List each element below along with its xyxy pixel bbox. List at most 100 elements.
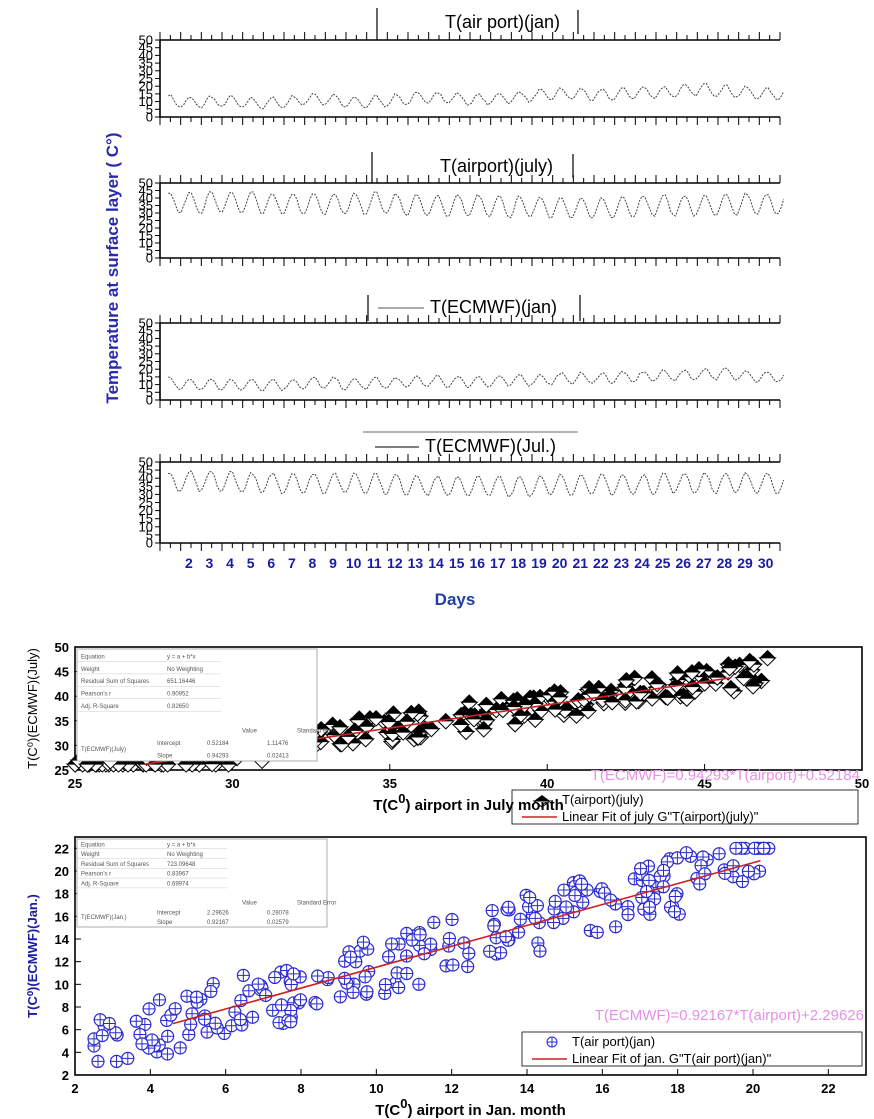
legend-label-fit: Linear Fit of jan. G"T(air port)(jan)" (572, 1051, 772, 1066)
x-tick-label: 2 (71, 1081, 78, 1096)
data-point-cross (727, 859, 740, 872)
data-point-cross (713, 847, 726, 860)
y-tick-label: 40 (55, 689, 69, 704)
day-tick-label: 30 (758, 555, 774, 571)
y-tick-label: 50 (139, 33, 153, 48)
data-point-marker-lower (578, 710, 598, 720)
data-point-cross (634, 862, 647, 875)
y-tick-label: 40 (139, 48, 153, 63)
data-point-cross (287, 967, 300, 980)
data-point-marker-lower (615, 686, 635, 696)
data-point-cross (487, 919, 500, 932)
x-tick-label: 35 (383, 776, 397, 791)
data-point-marker-lower (555, 709, 575, 719)
y-tick-label: 35 (139, 339, 153, 354)
data-point-cross (680, 846, 693, 859)
x-tick-label: 25 (68, 776, 82, 791)
y-tick-label: 10 (139, 236, 153, 251)
y-tick-label: 8 (62, 1000, 69, 1015)
data-point-marker (331, 718, 348, 727)
data-point-cross (201, 1026, 214, 1039)
stats-row-label: Adj. R-Square (81, 881, 119, 887)
data-point-cross (246, 1011, 259, 1024)
data-point-marker-lower (436, 720, 455, 730)
july-scatter-plot: 25 30 35 40 45 50 25 30 35 40 45 50 Equation y = a + … (25, 640, 869, 825)
stats-row-label: Pearson's r (81, 692, 111, 698)
day-tick-label: 4 (226, 555, 234, 571)
legend: T(air port)(jan) Linear Fit of jan. G"T(a… (521, 1031, 863, 1067)
data-point-cross (161, 1030, 174, 1043)
stats-series-name: T(ECMWF)(Jan.) (81, 915, 127, 921)
data-point-cross (729, 842, 742, 855)
stats-series-name: T(ECMWF)(July) (81, 747, 126, 753)
stats-coef-error: 0.02413 (267, 753, 289, 759)
data-point-marker-lower (758, 657, 777, 667)
x-tick-label: 12 (444, 1081, 458, 1096)
x-tick-label: 50 (855, 776, 869, 791)
data-point-cross (598, 887, 611, 900)
data-point-marker-lower (464, 718, 484, 728)
data-point-cross (103, 1017, 116, 1030)
temperature-series-line (168, 191, 785, 219)
data-point-marker (452, 716, 469, 725)
data-point-marker-lower (567, 714, 586, 724)
day-tick-label: 25 (655, 555, 671, 571)
y-tick-label: 45 (139, 40, 153, 55)
data-point-cross (174, 1041, 187, 1054)
y-tick-label: 50 (55, 640, 69, 655)
data-point-cross (252, 978, 265, 991)
y-tick-label: 22 (55, 841, 69, 856)
data-point-marker-lower (474, 728, 493, 738)
data-point-marker (643, 670, 660, 679)
day-tick-label: 22 (593, 555, 609, 571)
data-point-marker-lower (631, 692, 650, 702)
data-point-cross (568, 889, 581, 902)
y-tick-label: 45 (55, 665, 69, 680)
day-tick-label: 6 (267, 555, 275, 571)
day-tick-label: 26 (675, 555, 691, 571)
data-point-marker (403, 704, 420, 713)
stats-row-label: Adj. R-Square (81, 704, 119, 710)
stats-column-head: Value (242, 901, 258, 907)
y-tick-label: 35 (139, 56, 153, 71)
data-point-cross (96, 1029, 109, 1042)
legend-marker (534, 795, 550, 801)
y-tick-label: 30 (139, 346, 153, 361)
temperature-series-line (168, 367, 785, 392)
data-point-marker (505, 692, 522, 701)
stats-row-value: y = a + b*x (167, 842, 196, 848)
data-point-marker-lower (658, 696, 677, 707)
y-tick-label: 20 (55, 864, 69, 879)
data-point-marker-lower (422, 728, 441, 738)
data-point-marker-lower (109, 763, 128, 773)
stats-row-label: Residual Sum of Squares (81, 862, 149, 868)
linear-fit-line (172, 859, 761, 1025)
data-point-marker (618, 671, 635, 680)
data-point-marker (735, 669, 752, 678)
y-tick-label: 5 (146, 102, 153, 117)
data-point-cross (382, 950, 395, 963)
y-tick-label: 25 (139, 71, 153, 86)
data-point-cross (204, 985, 217, 998)
y-tick-label: 5 (146, 527, 153, 542)
y-tick-label: 12 (55, 955, 69, 970)
data-point-cross (499, 930, 512, 943)
stats-coef-name: Slope (157, 920, 173, 926)
y-tick-label: 50 (139, 176, 153, 191)
data-point-marker-lower (545, 708, 565, 718)
fit-equation: T(ECMWF)=0.94293*T(airport)+0.52184 (591, 767, 860, 784)
stats-coef-error: 0.28078 (267, 910, 289, 916)
day-tick-label: 19 (531, 555, 547, 571)
data-point-marker-lower (78, 763, 97, 773)
fit-equation: T(ECMWF)=0.92167*T(airport)+2.29626 (595, 1007, 864, 1024)
data-point-cross (311, 970, 324, 983)
x-axis-label-part: ) airport in Jan. month (407, 1102, 565, 1119)
data-point-marker (398, 713, 415, 722)
data-point-marker-lower (366, 717, 386, 727)
data-point-cross (109, 1026, 122, 1039)
x-axis-label: T(C0) airport in July month (373, 791, 564, 814)
x-tick-label: 16 (595, 1081, 609, 1096)
y-tick-label: 16 (55, 909, 69, 924)
data-point-cross (344, 951, 357, 964)
